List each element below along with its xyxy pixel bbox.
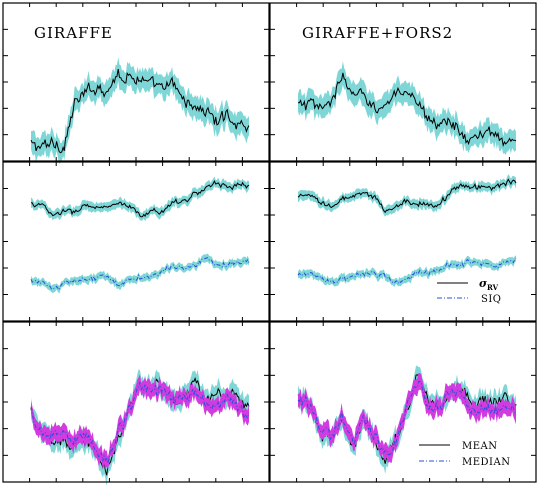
panel-bottom-left: [30, 369, 250, 485]
panel-middle-left: [30, 176, 250, 294]
series-line-2: [30, 257, 250, 291]
legend-sigma-symbol: σ: [479, 277, 488, 290]
band-2: [31, 374, 249, 470]
band-2: [31, 253, 249, 294]
legend-middle: σ RV SIQ: [437, 277, 502, 305]
panel-middle-right: [297, 174, 517, 288]
band-1: [298, 61, 516, 155]
series-line-1: [298, 72, 517, 148]
series-line-2: [297, 257, 517, 285]
series-line-1: [297, 178, 517, 214]
legend-bottom: MEAN MEDIAN: [419, 441, 510, 468]
series-line-1: [30, 180, 250, 218]
series-line-1: [30, 69, 250, 154]
panel-top-right: [298, 61, 517, 155]
panels-layer: [30, 57, 517, 485]
band-1: [31, 176, 249, 222]
panel-title-left: GIRAFFE: [34, 24, 113, 42]
band-1: [31, 57, 249, 165]
legend-mean-label: MEAN: [462, 441, 498, 452]
panel-bottom-right: [297, 365, 517, 474]
band-1: [298, 174, 516, 217]
legend-sigma-subscript: RV: [487, 283, 499, 292]
band-2: [298, 255, 516, 288]
panel-title-right: GIRAFFE+FORS2: [302, 24, 453, 42]
legend-median-label: MEDIAN: [462, 457, 510, 468]
series-line-2: [30, 381, 250, 466]
panel-top-left: [30, 57, 250, 165]
legend-siq-label: SIQ: [481, 294, 502, 305]
